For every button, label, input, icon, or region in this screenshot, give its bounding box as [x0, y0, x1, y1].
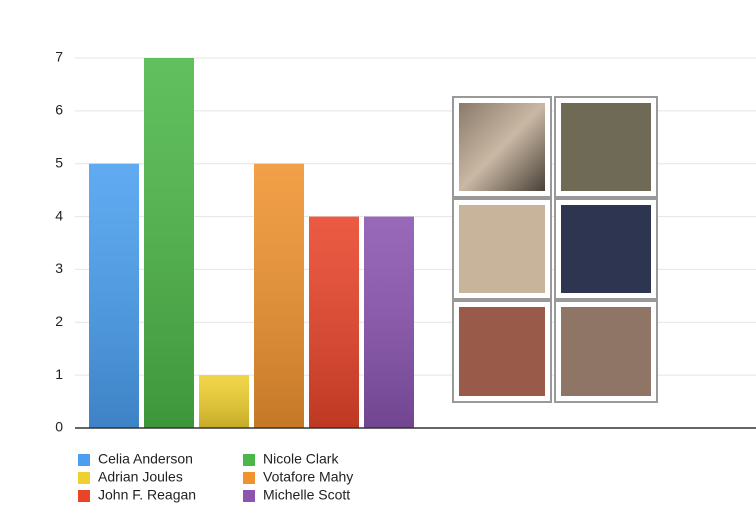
y-tick-label: 6	[55, 102, 63, 118]
legend-label: Michelle Scott	[263, 487, 350, 503]
y-tick-label: 7	[55, 49, 63, 65]
legend-label: Adrian Joules	[98, 469, 183, 485]
legend-swatch	[243, 454, 255, 466]
y-tick-label: 2	[55, 313, 63, 329]
legend-swatch	[78, 472, 90, 484]
y-tick-label: 3	[55, 260, 63, 276]
photo	[554, 96, 658, 198]
bar	[199, 375, 249, 428]
y-tick-label: 4	[55, 207, 63, 223]
photo	[554, 300, 658, 403]
bar	[254, 163, 304, 428]
y-tick-label: 0	[55, 419, 63, 435]
legend-label: Celia Anderson	[98, 451, 193, 467]
legend-swatch	[78, 454, 90, 466]
photo	[452, 300, 552, 403]
bar	[89, 163, 139, 428]
y-tick-label: 5	[55, 154, 63, 170]
legend-label: Nicole Clark	[263, 451, 339, 467]
bar	[364, 216, 414, 428]
legend-label: Votafore Mahy	[263, 469, 353, 485]
bar	[144, 58, 194, 428]
y-tick-label: 1	[55, 366, 63, 382]
photo	[452, 96, 552, 198]
legend-swatch	[243, 490, 255, 502]
photo	[452, 198, 552, 300]
legend-swatch	[243, 472, 255, 484]
bar	[309, 216, 359, 428]
photo	[554, 198, 658, 300]
photo-grid	[452, 96, 658, 403]
legend-swatch	[78, 490, 90, 502]
legend-label: John F. Reagan	[98, 487, 196, 503]
